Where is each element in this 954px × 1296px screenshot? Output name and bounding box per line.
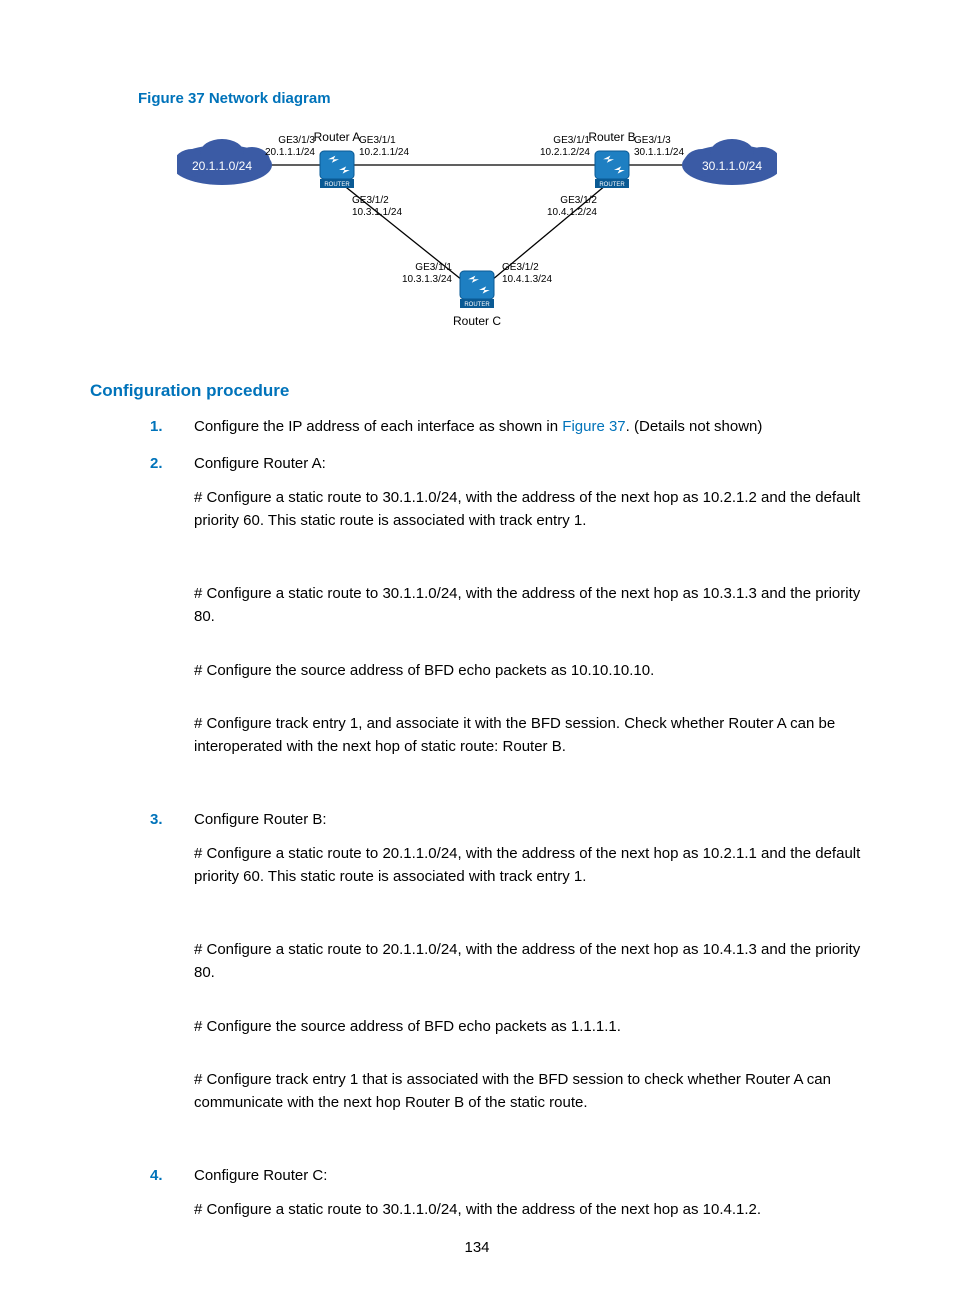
svg-text:GE3/1/2: GE3/1/2 [502,262,539,273]
svg-text:GE3/1/1: GE3/1/1 [415,262,452,273]
router-a-icon: ROUTER [320,151,354,188]
step-2: Configure Router A: # Configure a static… [150,452,864,758]
svg-text:10.3.1.3/24: 10.3.1.3/24 [402,274,452,285]
figure-caption: Figure 37 Network diagram [138,90,864,107]
router-c-name: Router C [453,314,501,328]
step3-p1: # Configure a static route to 20.1.1.0/2… [194,842,864,889]
router-a-name: Router A [314,130,361,144]
step-4: Configure Router C: # Configure a static… [150,1164,864,1221]
svg-text:GE3/1/1: GE3/1/1 [359,135,396,146]
step-3: Configure Router B: # Configure a static… [150,808,864,1114]
svg-text:20.1.1.1/24: 20.1.1.1/24 [265,147,315,158]
step2-p4: # Configure track entry 1, and associate… [194,712,864,759]
step2-p2: # Configure a static route to 30.1.1.0/2… [194,582,864,629]
step1-pre: Configure the IP address of each interfa… [194,418,562,435]
cloud-right: 30.1.1.0/24 [682,139,777,185]
svg-text:10.2.1.1/24: 10.2.1.1/24 [359,147,409,158]
router-b-icon: ROUTER [595,151,629,188]
svg-text:GE3/1/2: GE3/1/2 [352,195,389,206]
step4-p1: # Configure a static route to 30.1.1.0/2… [194,1198,864,1221]
step2-p3: # Configure the source address of BFD ec… [194,659,864,682]
svg-text:GE3/1/3: GE3/1/3 [634,135,671,146]
step3-p4: # Configure track entry 1 that is associ… [194,1068,864,1115]
svg-text:ROUTER: ROUTER [599,182,625,188]
step2-head: Configure Router A: [194,455,326,472]
figure-link[interactable]: Figure 37 [562,418,625,435]
step3-p3: # Configure the source address of BFD ec… [194,1015,864,1038]
page: Figure 37 Network diagram 20.1.1.0/24 [0,0,954,1296]
router-c-icon: ROUTER [460,271,494,308]
svg-text:ROUTER: ROUTER [464,302,490,308]
cloud-left: 20.1.1.0/24 [177,139,272,185]
section-heading: Configuration procedure [90,381,864,401]
steps-list: Configure the IP address of each interfa… [90,415,864,1221]
step1-post: . (Details not shown) [626,418,763,435]
svg-text:10.3.1.1/24: 10.3.1.1/24 [352,207,402,218]
svg-text:ROUTER: ROUTER [324,182,350,188]
svg-text:10.4.1.3/24: 10.4.1.3/24 [502,274,552,285]
step3-head: Configure Router B: [194,811,327,828]
page-number: 134 [0,1239,954,1256]
cloud-right-label: 30.1.1.0/24 [702,159,762,173]
step2-p1: # Configure a static route to 30.1.1.0/2… [194,486,864,533]
cloud-left-label: 20.1.1.0/24 [192,159,252,173]
network-diagram: 20.1.1.0/24 30.1.1.0/24 ROUTER [177,125,777,345]
svg-text:GE3/1/3: GE3/1/3 [278,135,315,146]
svg-text:30.1.1.1/24: 30.1.1.1/24 [634,147,684,158]
router-b-name: Router B [588,130,635,144]
svg-text:GE3/1/1: GE3/1/1 [553,135,590,146]
svg-text:10.2.1.2/24: 10.2.1.2/24 [540,147,590,158]
step-1: Configure the IP address of each interfa… [150,415,864,438]
svg-text:10.4.1.2/24: 10.4.1.2/24 [547,207,597,218]
step4-head: Configure Router C: [194,1167,327,1184]
step3-p2: # Configure a static route to 20.1.1.0/2… [194,938,864,985]
svg-text:GE3/1/2: GE3/1/2 [560,195,597,206]
